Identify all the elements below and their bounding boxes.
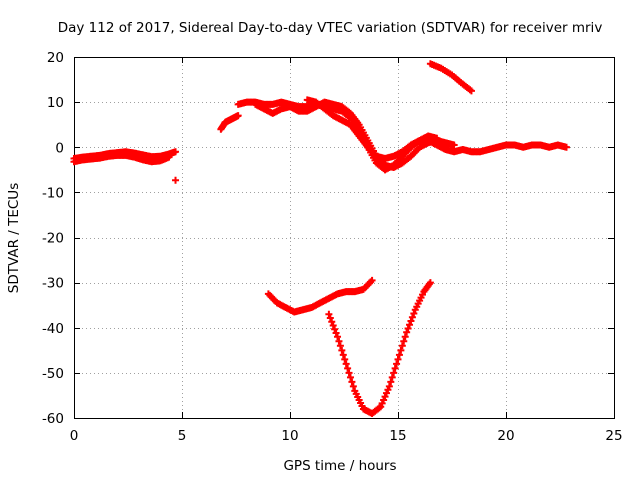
x-axis-ticks: 0 5 10 15 20 25 <box>70 57 623 444</box>
data-point <box>336 342 344 350</box>
series-trace-10 <box>325 279 434 417</box>
x-axis-label: GPS time / hours <box>283 458 396 474</box>
data-point <box>331 325 339 333</box>
data-point <box>407 317 415 325</box>
data-point <box>390 369 398 377</box>
data-point <box>393 360 401 368</box>
x-tick-label: 5 <box>178 428 187 444</box>
data-point <box>172 148 180 156</box>
y-axis-label: SDTVAR / TECUs <box>6 183 22 293</box>
y-tick-label: -10 <box>42 185 64 201</box>
data-point <box>397 346 405 354</box>
data-point <box>388 373 396 381</box>
data-point <box>394 355 402 363</box>
data-point <box>398 342 406 350</box>
data-point <box>342 360 350 368</box>
data-point <box>406 321 414 329</box>
y-axis-ticks: -60 -50 -40 -30 -20 -10 0 10 20 <box>42 50 614 427</box>
data-point <box>450 141 458 149</box>
series-trace-2 <box>70 151 173 166</box>
data-point <box>348 378 356 386</box>
x-tick-label: 10 <box>281 428 298 444</box>
data-point <box>387 378 395 386</box>
data-point <box>165 153 173 161</box>
series-trace-3 <box>172 176 180 184</box>
data-point <box>391 364 399 372</box>
x-tick-label: 25 <box>605 428 622 444</box>
y-tick-label: -50 <box>42 366 64 382</box>
data-point <box>344 364 352 372</box>
data-point <box>326 314 334 322</box>
data-points <box>70 60 570 417</box>
series-trace-8 <box>426 60 475 95</box>
y-tick-label: 20 <box>47 50 64 66</box>
data-point <box>400 337 408 345</box>
data-point <box>562 143 570 151</box>
data-point <box>329 321 337 329</box>
data-point <box>339 351 347 359</box>
data-point <box>426 279 434 287</box>
x-tick-label: 20 <box>497 428 514 444</box>
data-point <box>335 337 343 345</box>
data-point <box>368 276 376 284</box>
data-point <box>172 176 180 184</box>
y-tick-label: -30 <box>42 276 64 292</box>
data-point <box>385 382 393 390</box>
data-point <box>395 351 403 359</box>
data-point <box>349 382 357 390</box>
data-point <box>346 373 354 381</box>
data-point <box>408 313 416 321</box>
y-tick-label: -20 <box>42 231 64 247</box>
x-tick-label: 15 <box>389 428 406 444</box>
data-point <box>325 310 333 318</box>
data-point <box>234 112 242 120</box>
data-point <box>401 333 409 341</box>
data-point <box>332 329 340 337</box>
data-point <box>341 355 349 363</box>
grid <box>74 57 614 418</box>
chart-title: Day 112 of 2017, Sidereal Day-to-day VTE… <box>58 20 603 36</box>
data-point <box>328 318 336 326</box>
y-tick-label: 0 <box>55 140 64 156</box>
y-tick-label: -40 <box>42 321 64 337</box>
x-tick-label: 0 <box>70 428 79 444</box>
data-point <box>334 333 342 341</box>
data-point <box>410 309 418 317</box>
data-point <box>404 325 412 333</box>
y-tick-label: 10 <box>47 95 64 111</box>
y-tick-label: -60 <box>42 411 64 427</box>
data-point <box>403 328 411 336</box>
series-trace-4 <box>217 112 242 133</box>
data-point <box>345 369 353 377</box>
series-trace-7 <box>303 96 570 174</box>
series-trace-9 <box>264 276 376 316</box>
data-point <box>467 87 475 95</box>
data-point <box>338 346 346 354</box>
